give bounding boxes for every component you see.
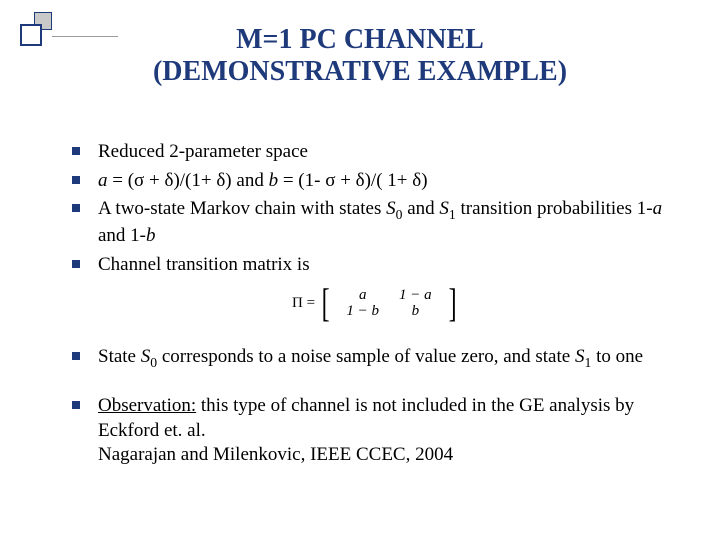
bullet-item: State S0 corresponds to a noise sample o… (72, 345, 672, 372)
bracket-right: ] (448, 283, 456, 323)
transition-matrix: Π = [ a 1 − a 1 − b b ] (292, 283, 672, 323)
matrix-cell: 1 − b (336, 303, 389, 320)
bullet-item: Channel transition matrix is (72, 253, 672, 278)
slide-title: M=1 PC CHANNEL (DEMONSTRATIVE EXAMPLE) (0, 24, 720, 88)
matrix-cell: b (389, 303, 442, 320)
bullet-item: A two-state Markov chain with states S0 … (72, 197, 672, 248)
bracket-left: [ (322, 283, 330, 323)
bullet-list: State S0 corresponds to a noise sample o… (72, 345, 672, 372)
matrix-label: Π = (292, 295, 315, 312)
bullet-list: Observation: this type of channel is not… (72, 394, 672, 468)
title-line-2: (DEMONSTRATIVE EXAMPLE) (153, 56, 567, 87)
matrix-cell: a (336, 287, 389, 304)
bullet-item: Reduced 2-parameter space (72, 140, 672, 165)
title-line-1: M=1 PC CHANNEL (236, 24, 484, 55)
matrix-cell: 1 − a (389, 287, 442, 304)
matrix-table: a 1 − a 1 − b b (336, 287, 441, 320)
bullet-item: Observation: this type of channel is not… (72, 394, 672, 468)
slide: M=1 PC CHANNEL (DEMONSTRATIVE EXAMPLE) R… (0, 0, 720, 540)
bullet-group-1: Reduced 2-parameter space a = (σ + δ)/(1+… (72, 140, 672, 323)
slide-body: Reduced 2-parameter space a = (σ + δ)/(1+… (72, 140, 672, 490)
bullet-group-2: State S0 corresponds to a noise sample o… (72, 345, 672, 372)
bullet-item: a = (σ + δ)/(1+ δ) and b = (1- σ + δ)/( … (72, 169, 672, 194)
bullet-group-3: Observation: this type of channel is not… (72, 394, 672, 468)
bullet-list: Reduced 2-parameter space a = (σ + δ)/(1+… (72, 140, 672, 277)
